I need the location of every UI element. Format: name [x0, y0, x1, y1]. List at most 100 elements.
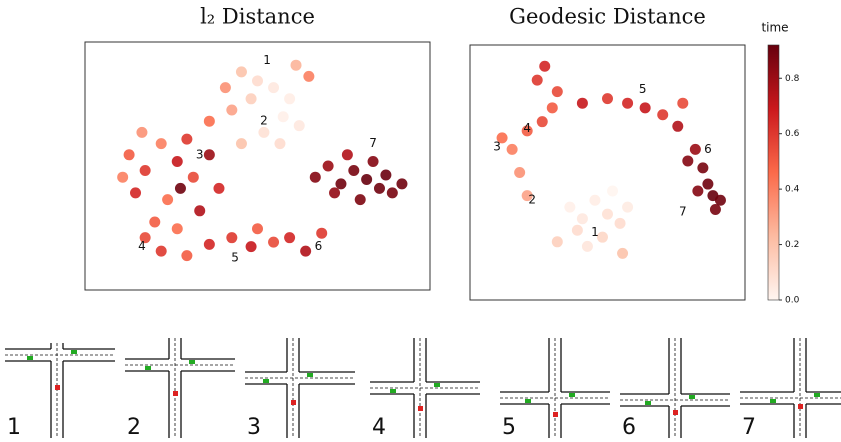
car-green: [569, 393, 575, 397]
point: [640, 102, 651, 113]
car-red: [55, 385, 60, 390]
point: [690, 144, 701, 155]
point: [622, 98, 633, 109]
point: [226, 232, 237, 243]
figure: l₂ Distance1234567Geodesic Distance12345…: [0, 0, 841, 442]
point: [547, 102, 558, 113]
point-annotation: 7: [679, 204, 687, 218]
point-annotation: 3: [196, 147, 204, 161]
point: [692, 185, 703, 196]
point: [622, 202, 633, 213]
point: [246, 241, 257, 252]
point: [589, 195, 600, 206]
point: [323, 161, 334, 172]
point: [246, 93, 257, 104]
point: [213, 183, 224, 194]
point: [368, 156, 379, 167]
point: [136, 127, 147, 138]
point: [374, 183, 385, 194]
point: [149, 217, 160, 228]
point: [507, 144, 518, 155]
point: [162, 194, 173, 205]
scenario-label: 1: [7, 415, 21, 440]
point: [156, 246, 167, 257]
colorbar-tick-label: 0.4: [785, 185, 800, 195]
point: [697, 162, 708, 173]
point-annotation: 5: [231, 250, 239, 264]
point: [677, 98, 688, 109]
point: [130, 187, 141, 198]
point: [552, 86, 563, 97]
point: [329, 187, 340, 198]
point: [204, 239, 215, 250]
point: [348, 165, 359, 176]
point-annotation: 1: [591, 225, 599, 239]
scenario-label: 7: [742, 415, 756, 440]
point: [552, 236, 563, 247]
point-annotation: 4: [523, 121, 531, 135]
car-red: [673, 410, 678, 415]
point: [657, 109, 668, 120]
point: [268, 237, 279, 248]
car-green: [770, 399, 776, 403]
car-red: [553, 412, 558, 417]
point: [702, 179, 713, 190]
point: [577, 213, 588, 224]
point: [278, 111, 289, 122]
point: [316, 228, 327, 239]
scenario-label: 6: [622, 415, 636, 440]
car-green: [434, 383, 440, 387]
scenario-label: 4: [372, 415, 386, 440]
point: [355, 194, 366, 205]
car-red: [291, 400, 296, 405]
point: [617, 248, 628, 259]
point: [564, 202, 575, 213]
point: [274, 138, 285, 149]
point: [284, 93, 295, 104]
point: [291, 60, 302, 71]
point: [607, 185, 618, 196]
point: [172, 223, 183, 234]
point: [303, 71, 314, 82]
point: [140, 165, 151, 176]
car-red: [173, 391, 178, 396]
point: [204, 116, 215, 127]
car-green: [263, 379, 269, 383]
point: [514, 167, 525, 178]
car-green: [390, 389, 396, 393]
point: [582, 241, 593, 252]
colorbar-tick-label: 0.0: [785, 296, 800, 306]
point: [188, 172, 199, 183]
point: [294, 120, 305, 131]
chart-title: Geodesic Distance: [509, 5, 706, 29]
point: [181, 134, 192, 145]
point: [537, 116, 548, 127]
car-green: [307, 373, 313, 377]
point-annotation: 2: [528, 193, 536, 207]
colorbar-label: time: [761, 21, 788, 35]
point: [682, 155, 693, 166]
point: [577, 98, 588, 109]
point: [124, 149, 135, 160]
point: [300, 246, 311, 257]
point: [602, 209, 613, 220]
point: [539, 61, 550, 72]
point: [361, 174, 372, 185]
point: [387, 187, 398, 198]
point: [226, 105, 237, 116]
point-annotation: 3: [493, 140, 501, 154]
scenario-panel: 2: [125, 338, 235, 440]
colorbar-tick-label: 0.8: [785, 74, 800, 84]
scenario-label: 2: [127, 415, 141, 440]
point: [380, 169, 391, 180]
point: [396, 178, 407, 189]
point: [220, 82, 231, 93]
car-red: [418, 406, 423, 411]
scenario-panel: 1: [5, 343, 115, 440]
point-annotation: 1: [263, 53, 271, 67]
point-annotation: 4: [138, 239, 146, 253]
point: [715, 195, 726, 206]
car-green: [189, 360, 195, 364]
chart-title: l₂ Distance: [200, 5, 315, 29]
scenario-panel: 7: [740, 338, 841, 440]
